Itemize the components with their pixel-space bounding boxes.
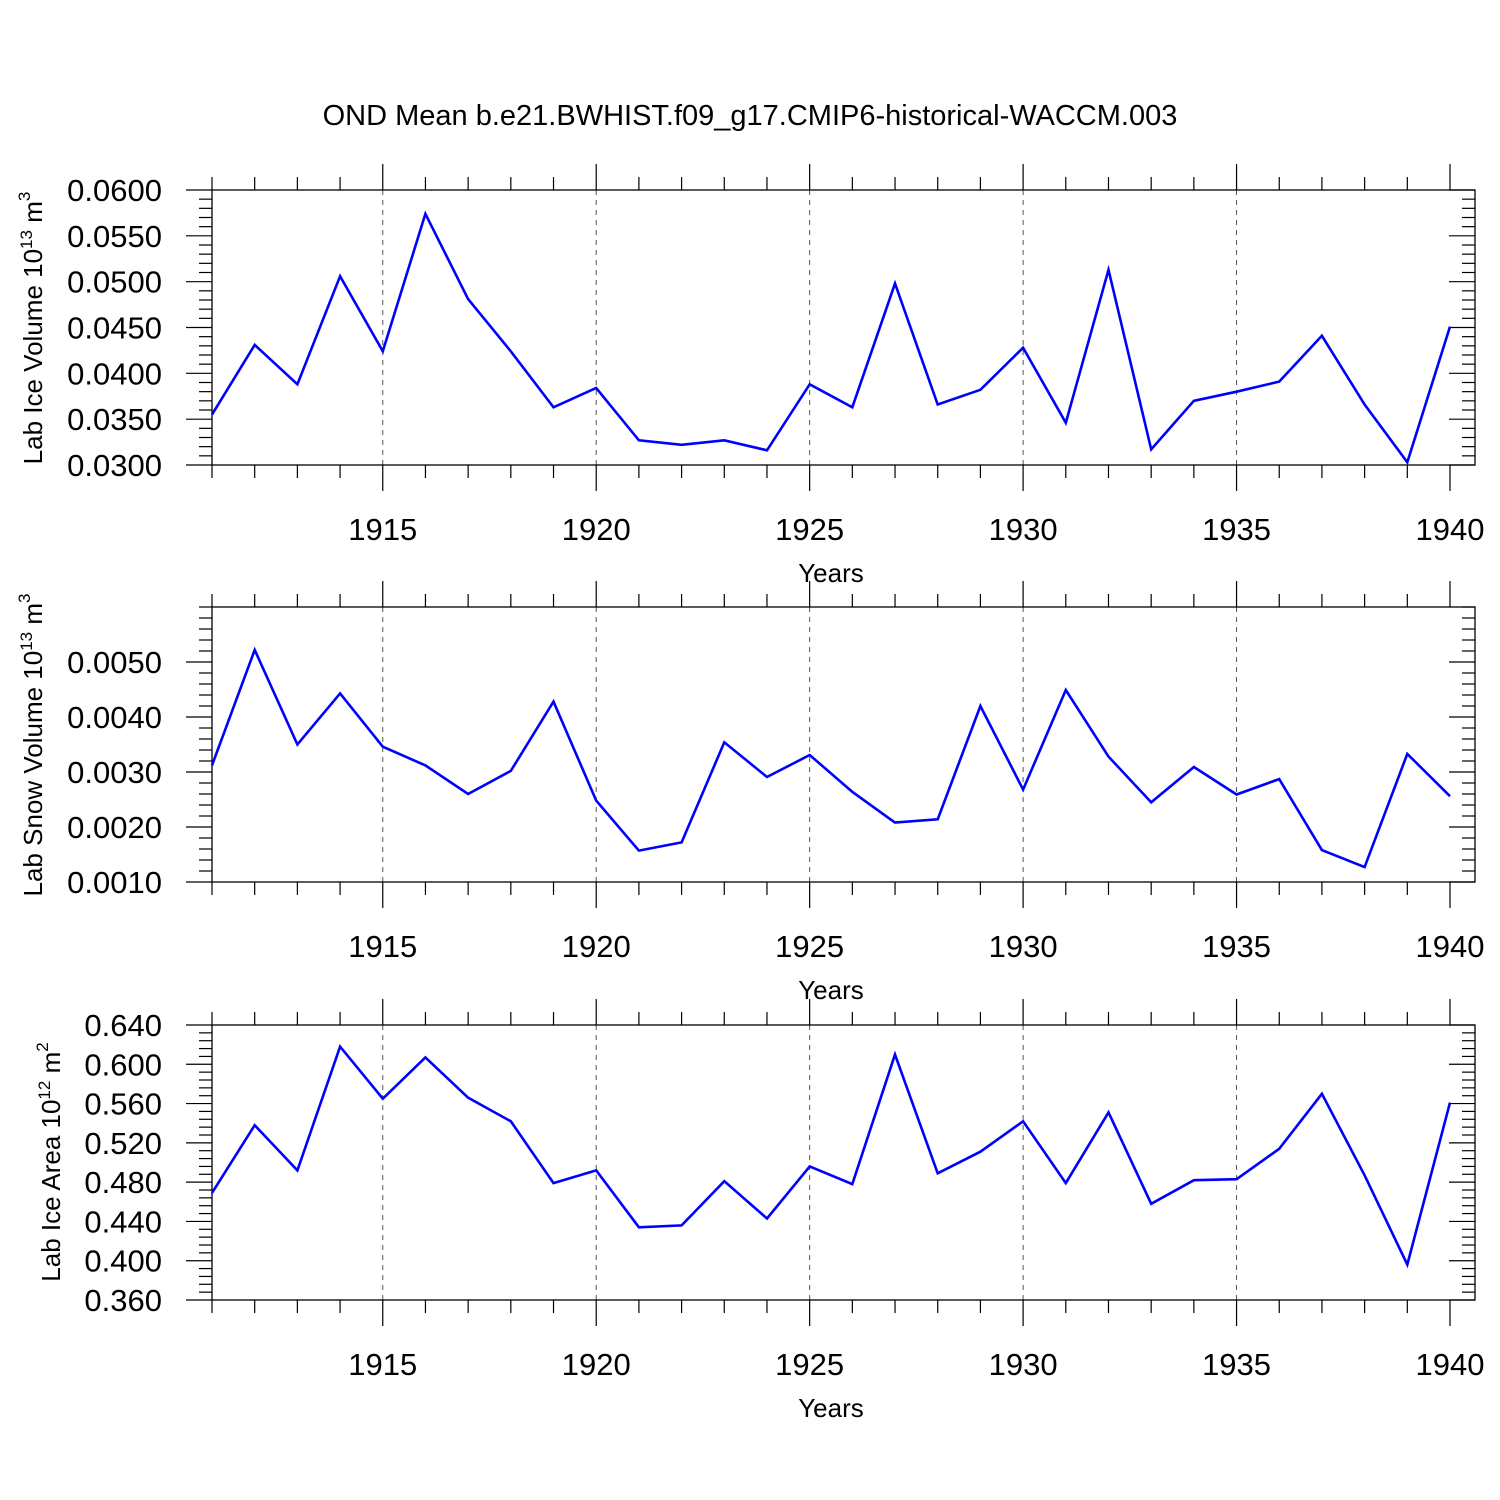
y-tick-label: 0.0030 (67, 755, 162, 790)
x-tick-label: 1930 (989, 1347, 1058, 1382)
y-tick-label: 0.560 (84, 1087, 162, 1122)
series-line (210, 210, 1452, 466)
x-tick-label: 1915 (348, 1347, 417, 1382)
x-tick-label: 1915 (348, 512, 417, 547)
y-tick-label: 0.0040 (67, 700, 162, 735)
y-tick-label: 0.480 (84, 1165, 162, 1200)
x-tick-label: 1920 (562, 929, 631, 964)
y-tick-label: 0.0550 (67, 219, 162, 254)
x-tick-label: 1940 (1416, 1347, 1485, 1382)
y-tick-label: 0.0450 (67, 311, 162, 346)
y-axis-label: Lab Ice Volume 1013 m3 (15, 192, 48, 465)
series-line (210, 1043, 1452, 1269)
y-axis-label: Lab Snow Volume 1013 m3 (15, 593, 48, 896)
chart-panel-3: 1915 1920 1925 1930 1935 1940 Years 0.360 0.400 0… (33, 999, 1484, 1423)
y-tick-label: 0.440 (84, 1204, 162, 1239)
y-tick-label: 0.0010 (67, 865, 162, 900)
x-tick-label: 1930 (989, 929, 1058, 964)
series-line (210, 646, 1451, 869)
y-tick-label: 0.0600 (67, 173, 162, 208)
x-tick-label: 1915 (348, 929, 417, 964)
chart-panel-1: 1915 1920 1925 1930 1935 1940 Years 0.0300 0.035… (15, 164, 1484, 588)
x-axis-label: Years (798, 1393, 864, 1423)
y-tick-label: 0.0020 (67, 810, 162, 845)
x-tick-label: 1935 (1202, 512, 1271, 547)
x-tick-label: 1925 (775, 1347, 844, 1382)
y-axis-label: Lab Ice Area 1012 m2 (33, 1042, 66, 1281)
x-axis-label: Years (798, 558, 864, 588)
y-tick-label: 0.600 (84, 1047, 162, 1082)
x-tick-label: 1920 (562, 1347, 631, 1382)
x-tick-label: 1940 (1416, 929, 1485, 964)
y-tick-label: 0.0050 (67, 645, 162, 680)
y-tick-label: 0.0500 (67, 265, 162, 300)
y-tick-label: 0.400 (84, 1244, 162, 1279)
y-tick-label: 0.0400 (67, 356, 162, 391)
x-tick-label: 1935 (1202, 1347, 1271, 1382)
x-tick-label: 1940 (1416, 512, 1485, 547)
plot-frame (211, 1024, 1476, 1301)
figure-title: OND Mean b.e21.BWHIST.f09_g17.CMIP6-hist… (322, 100, 1178, 132)
x-tick-label: 1920 (562, 512, 631, 547)
plot-frame (211, 606, 1476, 883)
plot-frame (211, 189, 1476, 466)
y-tick-label: 0.360 (84, 1283, 162, 1318)
y-tick-label: 0.0300 (67, 448, 162, 483)
y-tick-label: 0.520 (84, 1126, 162, 1161)
chart-panel-2: 1915 1920 1925 1930 1935 1940 Years 0.0010 0.002… (15, 581, 1484, 1005)
y-tick-label: 0.640 (84, 1008, 162, 1043)
y-tick-label: 0.0350 (67, 402, 162, 437)
x-axis-label: Years (798, 975, 864, 1005)
x-tick-label: 1930 (989, 512, 1058, 547)
x-tick-label: 1925 (775, 512, 844, 547)
x-tick-label: 1935 (1202, 929, 1271, 964)
x-tick-label: 1925 (775, 929, 844, 964)
